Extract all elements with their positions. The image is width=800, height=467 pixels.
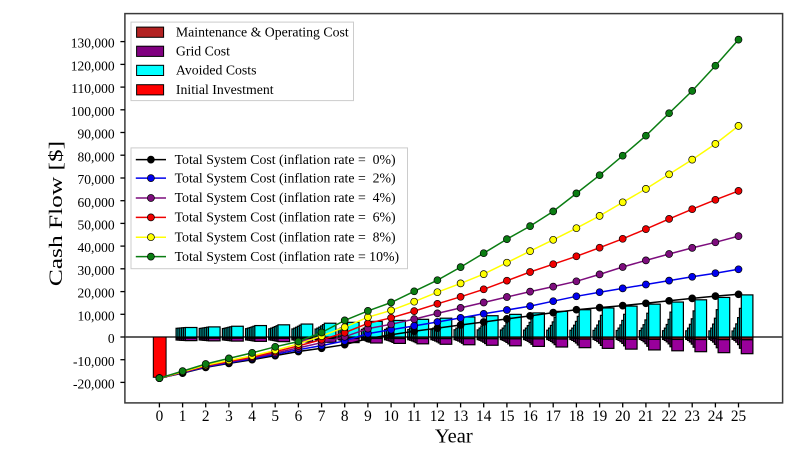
svg-text:80,000: 80,000 <box>77 149 114 164</box>
svg-text:40,000: 40,000 <box>77 240 114 255</box>
svg-text:10: 10 <box>383 408 399 425</box>
svg-text:Total System Cost (inflation r: Total System Cost (inflation rate = 8%) <box>175 229 396 245</box>
svg-text:16: 16 <box>522 408 538 425</box>
svg-text:70,000: 70,000 <box>77 172 114 187</box>
svg-text:110,000: 110,000 <box>71 81 115 96</box>
svg-text:Total System Cost (inflation r: Total System Cost (inflation rate = 2%) <box>175 170 396 186</box>
svg-text:2: 2 <box>202 408 210 425</box>
svg-text:7: 7 <box>318 408 326 425</box>
svg-text:10,000: 10,000 <box>77 308 114 323</box>
svg-text:0: 0 <box>108 331 115 346</box>
svg-text:Total System Cost (inflation r: Total System Cost (inflation rate = 0%) <box>175 152 396 168</box>
svg-text:Grid Cost: Grid Cost <box>176 43 230 58</box>
svg-text:120,000: 120,000 <box>71 58 115 73</box>
svg-text:21: 21 <box>638 408 653 425</box>
svg-text:24: 24 <box>708 408 724 425</box>
svg-text:100,000: 100,000 <box>71 104 115 119</box>
svg-text:Total System Cost (inflation r: Total System Cost (inflation rate = 10%) <box>175 249 399 265</box>
svg-text:Total System Cost (inflation r: Total System Cost (inflation rate = 6%) <box>175 210 396 226</box>
svg-text:22: 22 <box>661 408 676 425</box>
svg-text:90,000: 90,000 <box>77 127 114 142</box>
svg-text:11: 11 <box>407 408 422 425</box>
svg-text:20: 20 <box>615 408 631 425</box>
svg-text:15: 15 <box>499 408 515 425</box>
svg-text:18: 18 <box>569 408 585 425</box>
svg-text:-10,000: -10,000 <box>73 354 115 369</box>
svg-text:20,000: 20,000 <box>77 286 114 301</box>
svg-text:Cash Flow [$]: Cash Flow [$] <box>45 141 66 286</box>
svg-text:23: 23 <box>685 408 701 425</box>
svg-text:14: 14 <box>476 408 492 425</box>
svg-text:Maintenance & Operating Cost: Maintenance & Operating Cost <box>176 24 349 39</box>
svg-text:Avoided Costs: Avoided Costs <box>176 63 257 78</box>
svg-text:Total System Cost (inflation r: Total System Cost (inflation rate = 4%) <box>175 190 396 206</box>
svg-text:19: 19 <box>592 408 608 425</box>
svg-text:4: 4 <box>248 408 256 425</box>
svg-text:30,000: 30,000 <box>77 263 114 278</box>
svg-text:-20,000: -20,000 <box>73 376 115 391</box>
svg-text:Year: Year <box>435 425 473 447</box>
svg-text:130,000: 130,000 <box>71 36 115 51</box>
svg-text:60,000: 60,000 <box>77 195 114 210</box>
svg-text:Initial Investment: Initial Investment <box>176 82 274 97</box>
svg-text:25: 25 <box>731 408 747 425</box>
svg-text:5: 5 <box>271 408 279 425</box>
svg-text:50,000: 50,000 <box>77 217 114 232</box>
svg-text:8: 8 <box>341 408 349 425</box>
svg-text:13: 13 <box>453 408 469 425</box>
svg-text:6: 6 <box>295 408 303 425</box>
svg-text:9: 9 <box>364 408 372 425</box>
svg-text:1: 1 <box>179 408 187 425</box>
svg-text:0: 0 <box>156 408 164 425</box>
svg-text:17: 17 <box>546 408 562 425</box>
svg-text:12: 12 <box>430 408 445 425</box>
svg-text:3: 3 <box>225 408 233 425</box>
